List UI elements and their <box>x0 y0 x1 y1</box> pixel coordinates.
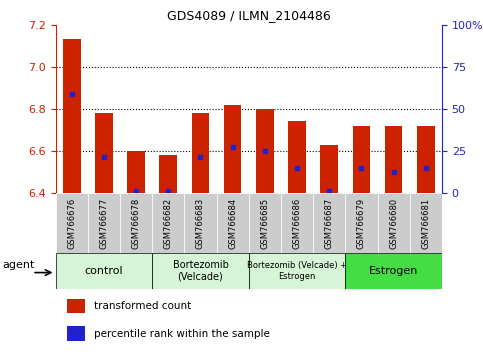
Bar <box>67 299 85 313</box>
Bar <box>185 193 216 253</box>
Bar <box>152 193 185 253</box>
Text: GSM766684: GSM766684 <box>228 198 237 249</box>
Bar <box>192 113 209 193</box>
Bar <box>120 193 152 253</box>
Bar <box>95 113 113 193</box>
Bar <box>313 193 345 253</box>
Text: GSM766676: GSM766676 <box>67 198 76 249</box>
Bar <box>56 253 152 289</box>
Text: agent: agent <box>3 261 35 270</box>
Bar <box>159 155 177 193</box>
Text: Estrogen: Estrogen <box>369 266 418 276</box>
Text: GSM766678: GSM766678 <box>131 198 141 249</box>
Text: Bortezomib (Velcade) +
Estrogen: Bortezomib (Velcade) + Estrogen <box>247 261 347 280</box>
Title: GDS4089 / ILMN_2104486: GDS4089 / ILMN_2104486 <box>167 9 331 22</box>
Text: GSM766677: GSM766677 <box>99 198 108 249</box>
Bar <box>127 151 145 193</box>
Bar <box>216 193 249 253</box>
Bar <box>152 253 249 289</box>
Bar <box>256 109 274 193</box>
Bar <box>353 126 370 193</box>
Text: GSM766685: GSM766685 <box>260 198 270 249</box>
Text: GSM766679: GSM766679 <box>357 198 366 249</box>
Bar <box>56 193 88 253</box>
Text: GSM766682: GSM766682 <box>164 198 173 249</box>
Bar <box>417 126 435 193</box>
Text: transformed count: transformed count <box>94 301 191 311</box>
Text: GSM766680: GSM766680 <box>389 198 398 249</box>
Bar <box>67 326 85 341</box>
Text: GSM766681: GSM766681 <box>421 198 430 249</box>
Bar <box>288 121 306 193</box>
Text: percentile rank within the sample: percentile rank within the sample <box>94 329 270 339</box>
Bar <box>281 193 313 253</box>
Bar <box>63 40 81 193</box>
Text: Bortezomib
(Velcade): Bortezomib (Velcade) <box>172 260 228 282</box>
Bar <box>345 253 442 289</box>
Bar <box>249 253 345 289</box>
Bar <box>378 193 410 253</box>
Bar <box>410 193 442 253</box>
Text: control: control <box>85 266 123 276</box>
Bar <box>224 105 242 193</box>
Text: GSM766683: GSM766683 <box>196 198 205 249</box>
Bar <box>320 144 338 193</box>
Text: GSM766687: GSM766687 <box>325 198 334 249</box>
Bar <box>249 193 281 253</box>
Text: GSM766686: GSM766686 <box>293 198 301 249</box>
Bar <box>385 126 402 193</box>
Bar <box>88 193 120 253</box>
Bar <box>345 193 378 253</box>
